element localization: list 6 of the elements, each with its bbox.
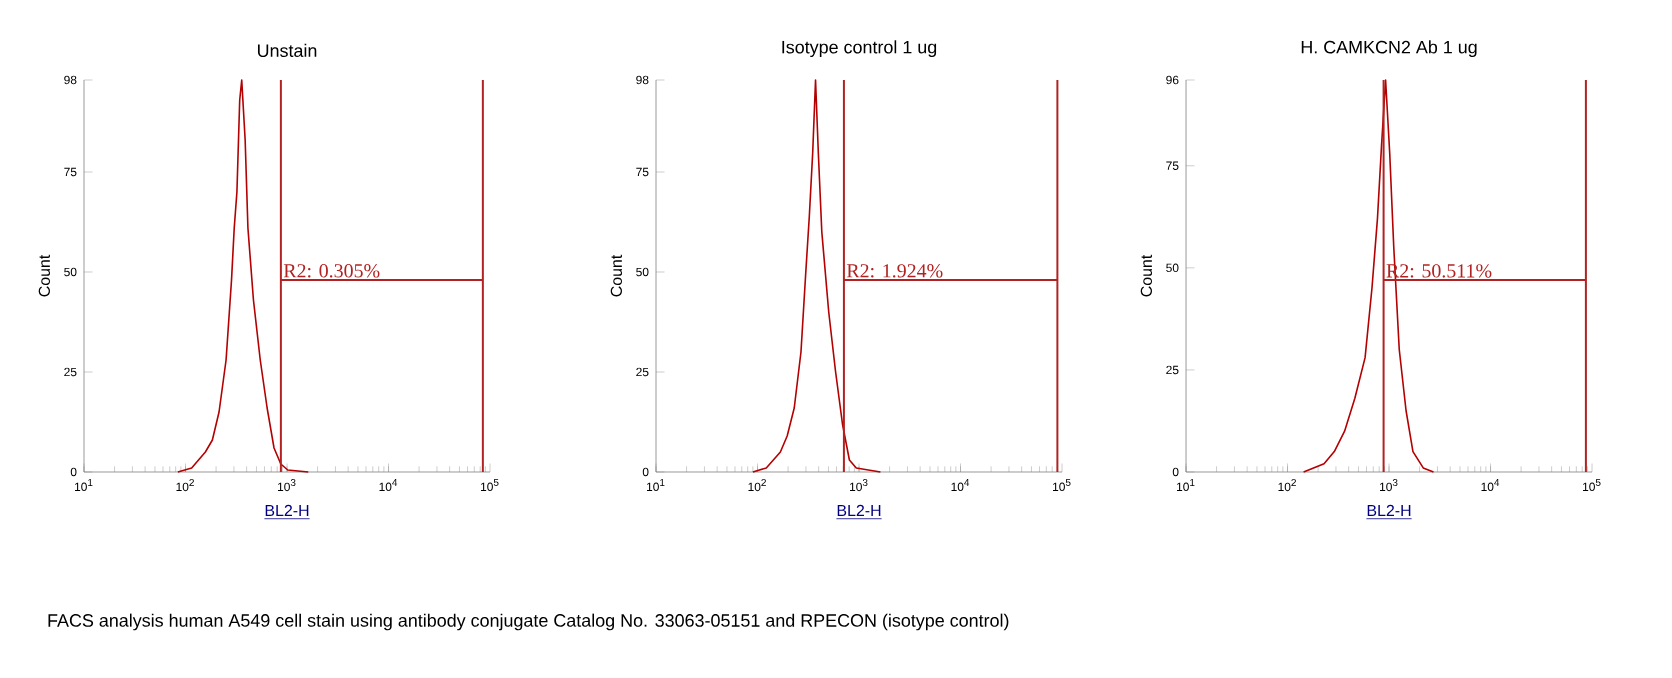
annotation: R2: 1.924%: [846, 264, 943, 278]
annotation: R2: 0.305%: [283, 264, 380, 278]
chart-title: H. CAMKCN2 Ab 1 ug: [1301, 40, 1477, 58]
chart-title: Unstain: [257, 43, 317, 58]
chart-title: Isotype control 1 ug: [782, 40, 937, 58]
text: FACS analysis human A549 cell stain using antibody conjugate Catalog No. 33063-05151 and RPECON (isotype control): [48, 613, 1009, 631]
